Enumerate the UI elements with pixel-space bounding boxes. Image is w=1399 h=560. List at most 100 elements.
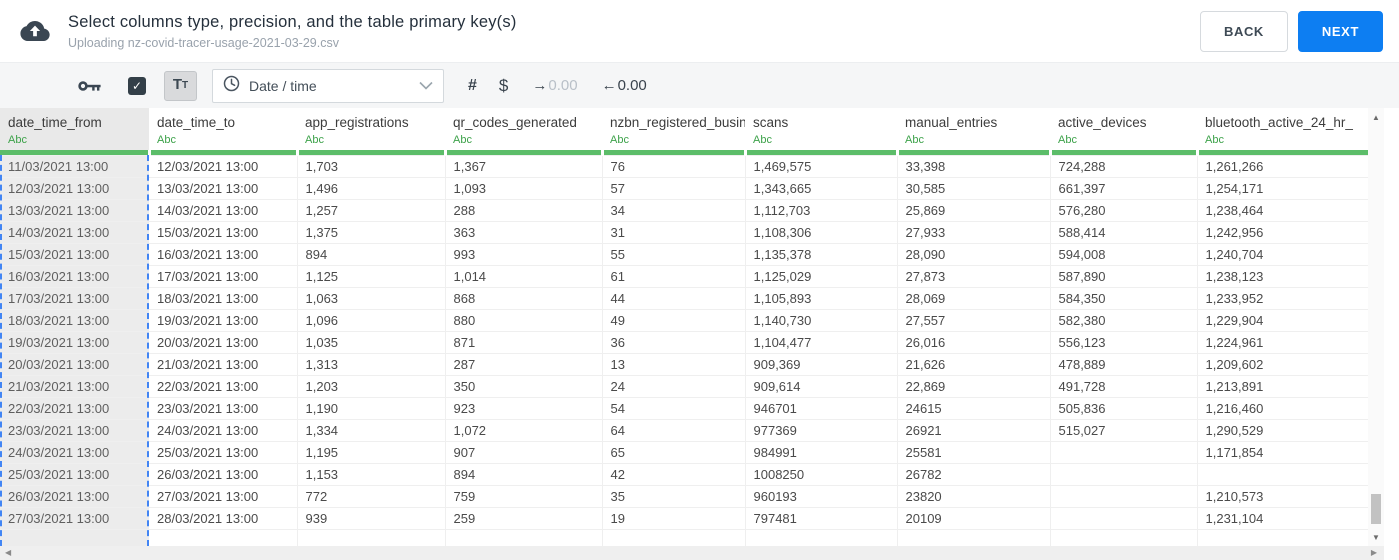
table-cell[interactable]: 57 <box>602 176 746 199</box>
horizontal-scrollbar[interactable]: ◀ ▶ <box>0 546 1384 560</box>
table-cell[interactable]: 1,125,029 <box>745 264 898 287</box>
table-cell[interactable]: 34 <box>602 198 746 221</box>
table-cell[interactable]: 363 <box>445 220 603 243</box>
table-cell[interactable]: 26921 <box>897 418 1051 441</box>
table-cell[interactable]: 939 <box>297 506 446 529</box>
column-header-date_time_to[interactable]: date_time_to Abc <box>149 108 297 150</box>
table-cell[interactable]: 20/03/2021 13:00 <box>0 352 149 375</box>
table-cell[interactable]: 28/03/2021 13:00 <box>149 506 298 529</box>
column-header-scans[interactable]: scans Abc <box>745 108 897 150</box>
table-cell[interactable]: 1,153 <box>297 462 446 485</box>
table-cell[interactable]: 923 <box>445 396 603 419</box>
table-cell[interactable]: 26/03/2021 13:00 <box>149 462 298 485</box>
vertical-scrollbar[interactable]: ▲ ▼ <box>1368 108 1384 546</box>
table-cell[interactable]: 64 <box>602 418 746 441</box>
table-cell[interactable]: 16/03/2021 13:00 <box>149 242 298 265</box>
table-cell[interactable]: 1,216,460 <box>1197 396 1369 419</box>
table-cell[interactable]: 797481 <box>745 506 898 529</box>
table-cell[interactable]: 20109 <box>897 506 1051 529</box>
table-cell[interactable]: 1,254,171 <box>1197 176 1369 199</box>
table-cell[interactable]: 1,496 <box>297 176 446 199</box>
table-cell[interactable]: 1,105,893 <box>745 286 898 309</box>
table-cell[interactable]: 1,257 <box>297 198 446 221</box>
table-cell[interactable]: 1,209,602 <box>1197 352 1369 375</box>
table-cell[interactable]: 1,224,961 <box>1197 330 1369 353</box>
table-cell[interactable]: 1,343,665 <box>745 176 898 199</box>
table-cell[interactable]: 960193 <box>745 484 898 507</box>
table-cell[interactable]: 28,090 <box>897 242 1051 265</box>
table-cell[interactable]: 1,203 <box>297 374 446 397</box>
table-cell[interactable]: 1,233,952 <box>1197 286 1369 309</box>
table-cell[interactable]: 556,123 <box>1050 330 1198 353</box>
table-cell[interactable]: 909,614 <box>745 374 898 397</box>
table-cell[interactable]: 868 <box>445 286 603 309</box>
table-cell[interactable]: 1,140,730 <box>745 308 898 331</box>
table-cell[interactable]: 23/03/2021 13:00 <box>0 418 149 441</box>
table-cell[interactable]: 350 <box>445 374 603 397</box>
table-cell[interactable]: 772 <box>297 484 446 507</box>
table-cell[interactable]: 588,414 <box>1050 220 1198 243</box>
table-cell[interactable]: 13/03/2021 13:00 <box>0 198 149 221</box>
table-cell[interactable]: 21,626 <box>897 352 1051 375</box>
table-cell[interactable]: 26782 <box>897 462 1051 485</box>
table-cell[interactable]: 11/03/2021 13:00 <box>0 154 149 177</box>
back-button[interactable]: BACK <box>1199 10 1288 52</box>
table-cell[interactable]: 21/03/2021 13:00 <box>149 352 298 375</box>
table-cell[interactable]: 23/03/2021 13:00 <box>149 396 298 419</box>
table-cell[interactable]: 1,238,464 <box>1197 198 1369 221</box>
table-cell[interactable]: 1,703 <box>297 154 446 177</box>
table-cell[interactable] <box>1197 462 1369 485</box>
vertical-scrollbar-thumb[interactable] <box>1371 494 1381 524</box>
table-cell[interactable]: 30,585 <box>897 176 1051 199</box>
column-header-nzbn_registered_busine[interactable]: nzbn_registered_busine Abc <box>602 108 745 150</box>
table-cell[interactable]: 27/03/2021 13:00 <box>149 484 298 507</box>
table-cell[interactable]: 17/03/2021 13:00 <box>0 286 149 309</box>
table-cell[interactable] <box>1050 506 1198 529</box>
table-cell[interactable]: 1,240,704 <box>1197 242 1369 265</box>
table-cell[interactable]: 42 <box>602 462 746 485</box>
table-cell[interactable]: 19/03/2021 13:00 <box>149 308 298 331</box>
table-cell[interactable]: 25/03/2021 13:00 <box>149 440 298 463</box>
table-cell[interactable]: 1,171,854 <box>1197 440 1369 463</box>
table-cell[interactable]: 576,280 <box>1050 198 1198 221</box>
table-cell[interactable]: 1,112,703 <box>745 198 898 221</box>
scroll-down-icon[interactable]: ▼ <box>1372 533 1380 542</box>
table-cell[interactable]: 24615 <box>897 396 1051 419</box>
table-cell[interactable]: 1,261,266 <box>1197 154 1369 177</box>
table-cell[interactable]: 288 <box>445 198 603 221</box>
table-cell[interactable]: 27,933 <box>897 220 1051 243</box>
table-cell[interactable]: 18/03/2021 13:00 <box>0 308 149 331</box>
table-cell[interactable]: 33,398 <box>897 154 1051 177</box>
table-cell[interactable]: 21/03/2021 13:00 <box>0 374 149 397</box>
table-cell[interactable]: 1,313 <box>297 352 446 375</box>
table-cell[interactable]: 26/03/2021 13:00 <box>0 484 149 507</box>
table-cell[interactable]: 14/03/2021 13:00 <box>0 220 149 243</box>
table-cell[interactable]: 13/03/2021 13:00 <box>149 176 298 199</box>
table-cell[interactable]: 17/03/2021 13:00 <box>149 264 298 287</box>
table-cell[interactable]: 24 <box>602 374 746 397</box>
table-cell[interactable]: 993 <box>445 242 603 265</box>
table-cell[interactable]: 287 <box>445 352 603 375</box>
text-type-button[interactable]: T t <box>164 70 197 101</box>
table-cell[interactable]: 35 <box>602 484 746 507</box>
table-cell[interactable]: 1008250 <box>745 462 898 485</box>
table-cell[interactable]: 16/03/2021 13:00 <box>0 264 149 287</box>
table-cell[interactable]: 984991 <box>745 440 898 463</box>
table-cell[interactable]: 491,728 <box>1050 374 1198 397</box>
table-cell[interactable]: 19/03/2021 13:00 <box>0 330 149 353</box>
table-cell[interactable]: 661,397 <box>1050 176 1198 199</box>
column-header-manual_entries[interactable]: manual_entries Abc <box>897 108 1050 150</box>
table-cell[interactable]: 1,334 <box>297 418 446 441</box>
table-cell[interactable]: 1,195 <box>297 440 446 463</box>
table-cell[interactable]: 759 <box>445 484 603 507</box>
table-cell[interactable]: 1,469,575 <box>745 154 898 177</box>
decrease-decimal-button[interactable]: → 0.00 <box>532 77 578 94</box>
table-cell[interactable]: 23820 <box>897 484 1051 507</box>
table-cell[interactable]: 894 <box>445 462 603 485</box>
table-cell[interactable]: 871 <box>445 330 603 353</box>
table-cell[interactable]: 1,213,891 <box>1197 374 1369 397</box>
table-cell[interactable]: 584,350 <box>1050 286 1198 309</box>
table-cell[interactable]: 19 <box>602 506 746 529</box>
table-cell[interactable]: 20/03/2021 13:00 <box>149 330 298 353</box>
table-cell[interactable]: 1,135,378 <box>745 242 898 265</box>
